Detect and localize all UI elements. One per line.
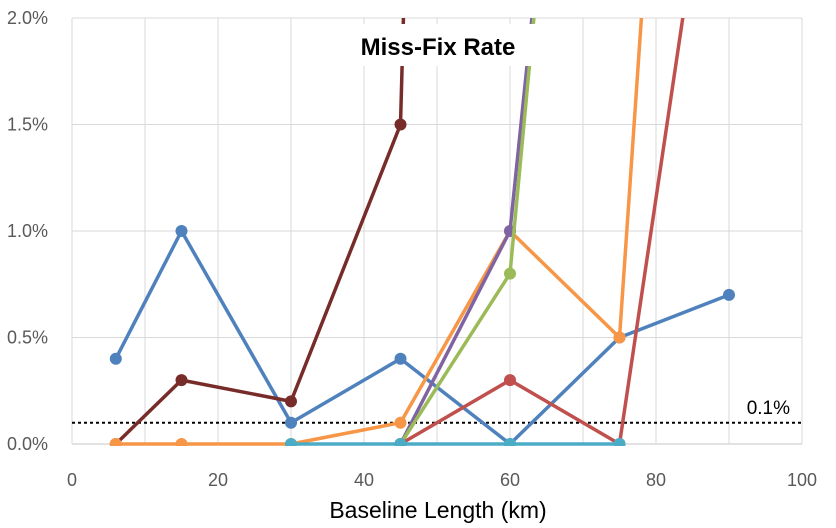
data-point bbox=[175, 374, 188, 387]
threshold-label: 0.1% bbox=[747, 398, 790, 419]
data-point bbox=[109, 352, 122, 365]
tick-labels: 0.0% 0.5% 1.0% 1.5% 2.0% 0 20 40 60 80 100 bbox=[7, 8, 817, 490]
x-axis-label: Baseline Length (km) bbox=[329, 497, 546, 523]
data-point bbox=[109, 438, 122, 446]
data-point bbox=[175, 225, 188, 237]
data-point bbox=[613, 331, 626, 344]
x-tick-label: 100 bbox=[787, 470, 817, 490]
y-tick-label: 0.5% bbox=[7, 328, 48, 348]
data-point bbox=[285, 395, 297, 408]
data-point bbox=[175, 438, 188, 446]
series-group bbox=[109, 18, 735, 446]
y-tick-label: 2.0% bbox=[7, 8, 48, 28]
title-background bbox=[328, 24, 550, 66]
data-point bbox=[504, 438, 516, 446]
x-tick-label: 40 bbox=[354, 470, 374, 490]
data-point bbox=[723, 288, 735, 301]
data-point bbox=[394, 118, 407, 131]
grid-lines bbox=[71, 17, 803, 444]
x-tick-label: 20 bbox=[208, 470, 228, 490]
data-point bbox=[504, 267, 516, 280]
x-tick-label: 60 bbox=[500, 470, 520, 490]
chart-title: Miss-Fix Rate bbox=[361, 34, 516, 61]
data-point bbox=[285, 438, 297, 446]
series-line bbox=[115, 18, 644, 446]
y-tick-label: 1.5% bbox=[7, 115, 48, 135]
data-point bbox=[504, 374, 516, 387]
data-point bbox=[394, 416, 407, 429]
data-point bbox=[613, 438, 626, 446]
x-tick-label: 80 bbox=[646, 470, 666, 490]
y-tick-label: 0.0% bbox=[7, 434, 48, 454]
x-tick-label: 0 bbox=[67, 470, 77, 490]
data-point bbox=[394, 352, 407, 365]
series-line bbox=[399, 18, 685, 446]
y-tick-label: 1.0% bbox=[7, 221, 48, 241]
data-point bbox=[285, 416, 297, 429]
data-point bbox=[394, 438, 407, 446]
